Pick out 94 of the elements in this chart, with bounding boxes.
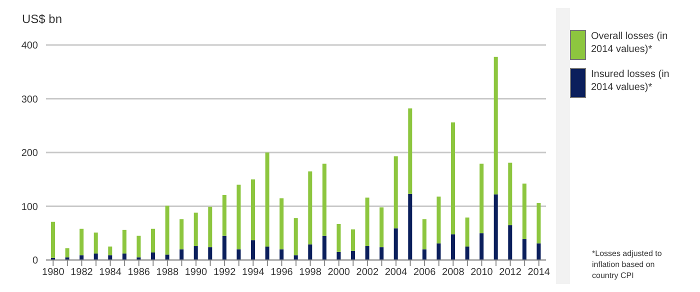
bar (480, 164, 484, 234)
y-tick-label: 100 (21, 202, 38, 213)
bar (436, 196, 441, 244)
bar (51, 222, 55, 258)
bar (365, 198, 370, 246)
bar (136, 236, 141, 258)
y-tick-label: 200 (21, 148, 38, 160)
x-tick-label: 2000 (328, 267, 350, 278)
bar (465, 246, 470, 260)
bar (308, 171, 312, 244)
x-tick-label: 2002 (356, 267, 379, 278)
bar (451, 122, 455, 234)
bar (108, 246, 112, 256)
bar (436, 243, 441, 260)
bar (208, 206, 212, 248)
x-tick-label: 2012 (499, 267, 522, 278)
bar (394, 228, 398, 260)
bar (165, 254, 170, 260)
bar (308, 244, 312, 260)
text: Overall losses (in 2014 values)* (591, 30, 669, 56)
bar (365, 246, 370, 260)
bar (494, 56, 498, 194)
bar (294, 255, 298, 260)
x-tick-label: 1998 (299, 267, 322, 278)
bar (180, 219, 184, 250)
bar (222, 236, 226, 260)
x-tick-label: 1988 (156, 267, 179, 278)
bar (80, 255, 84, 260)
bar (322, 164, 326, 236)
bar (265, 152, 270, 247)
x-tick-label: 2006 (413, 267, 436, 278)
bar (451, 234, 455, 260)
bar (380, 247, 384, 260)
bar (522, 239, 526, 260)
bar (236, 249, 241, 260)
bar (422, 249, 426, 260)
x-tick-label: 1982 (70, 267, 94, 278)
text: *Losses adjusted to inflation based on country CPI (592, 248, 663, 281)
bar (536, 243, 541, 260)
bar (280, 249, 284, 260)
bar (494, 194, 498, 260)
bar (251, 240, 255, 260)
bar (80, 228, 84, 256)
x-tick-label: 1986 (128, 267, 150, 278)
x-tick-label: 1984 (99, 267, 122, 278)
bar (380, 207, 384, 248)
bar (151, 252, 155, 260)
bar (236, 184, 241, 250)
bar (336, 252, 341, 260)
bar (322, 236, 326, 260)
bar (522, 184, 526, 240)
bar (222, 194, 226, 236)
bar (65, 248, 70, 258)
bar (408, 194, 412, 260)
y-axis-title: US$ bn (22, 12, 62, 26)
bar (394, 156, 398, 228)
bar (208, 247, 212, 260)
x-tick-label: 2014 (528, 267, 550, 278)
x-tick-label: 2004 (384, 267, 408, 278)
bar (351, 250, 355, 260)
bar (480, 233, 484, 260)
bar (180, 249, 184, 260)
x-tick-label: 2010 (470, 267, 494, 278)
bar (194, 212, 198, 246)
bar (336, 224, 341, 252)
bar (151, 228, 155, 252)
bar (94, 232, 98, 254)
x-tick-label: 1994 (242, 267, 265, 278)
y-tick-label: 0 (32, 256, 38, 267)
x-tick-label: 1990 (184, 267, 208, 278)
x-tick-label: 1980 (42, 267, 65, 278)
bar (536, 203, 541, 244)
bar (194, 246, 198, 260)
bar (422, 219, 426, 250)
bar (94, 254, 98, 260)
bar (294, 218, 298, 256)
text: Insured losses (in 2014 values)* (591, 68, 670, 94)
bar (108, 255, 112, 260)
bar (165, 206, 170, 255)
x-tick-label: 1996 (270, 267, 294, 278)
y-tick-label: 400 (21, 40, 38, 52)
bar (251, 179, 255, 240)
bar (280, 198, 284, 250)
x-tick-label: 1992 (213, 267, 236, 278)
bar (408, 108, 412, 194)
bar (265, 246, 270, 260)
bar (465, 218, 470, 247)
bar (122, 230, 126, 254)
x-tick-label: 2008 (442, 267, 465, 278)
bar (351, 229, 355, 251)
y-tick-label: 300 (21, 94, 38, 106)
bar (508, 225, 512, 260)
bar (508, 162, 512, 226)
bar (122, 254, 126, 260)
